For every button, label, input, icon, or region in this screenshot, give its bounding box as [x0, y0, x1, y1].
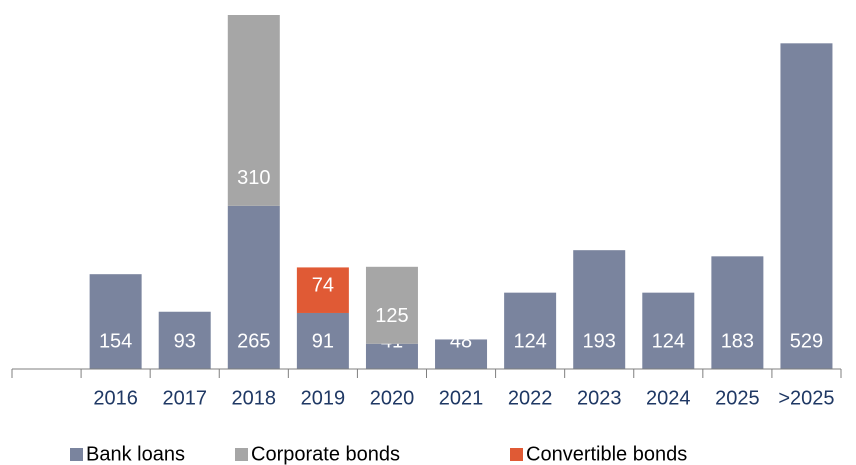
bar-segment	[504, 292, 557, 369]
x-tick-label: 2022	[508, 387, 553, 409]
legend-label: Corporate bonds	[251, 443, 400, 465]
x-tick-label: >2025	[778, 387, 834, 409]
bar-segment	[435, 339, 488, 369]
bar-segment	[573, 250, 626, 369]
legend-swatch	[510, 448, 523, 461]
x-tick-label: 2017	[162, 387, 207, 409]
value-label: 91	[312, 330, 334, 352]
bar-segment	[89, 274, 142, 369]
value-label: 529	[790, 330, 823, 352]
legend-swatch	[70, 448, 83, 461]
x-tick-label: 2020	[370, 387, 415, 409]
x-tick-label: 2018	[232, 387, 277, 409]
x-tick-label: 2019	[301, 387, 346, 409]
value-label: 310	[237, 167, 270, 189]
legend-label: Convertible bonds	[526, 443, 687, 465]
value-label: 125	[375, 305, 408, 327]
x-tick-label: 2024	[646, 387, 691, 409]
bar-segment	[365, 343, 418, 369]
x-tick-label: 2016	[93, 387, 138, 409]
bar-segment	[227, 205, 280, 369]
x-tick-label: 2021	[439, 387, 484, 409]
value-label: 183	[721, 330, 754, 352]
legend-label: Bank loans	[86, 443, 185, 465]
bar-segment	[642, 292, 695, 369]
bar-segment	[296, 312, 349, 369]
value-label: 193	[583, 330, 616, 352]
value-label: 124	[652, 330, 685, 352]
x-tick-label: 2025	[715, 387, 760, 409]
value-label: 48	[450, 330, 472, 352]
bar-segment	[227, 15, 280, 206]
x-tick-label: 2023	[577, 387, 622, 409]
legend-swatch	[235, 448, 248, 461]
value-label: 154	[99, 330, 132, 352]
bar-segment	[158, 311, 211, 369]
bar-segment	[296, 267, 349, 313]
bar-segment	[780, 43, 833, 369]
bar-segment	[711, 256, 764, 369]
value-label: 124	[513, 330, 546, 352]
value-label: 265	[237, 330, 270, 352]
value-label: 93	[174, 330, 196, 352]
bar-segment	[365, 266, 418, 344]
value-label: 74	[312, 274, 334, 296]
